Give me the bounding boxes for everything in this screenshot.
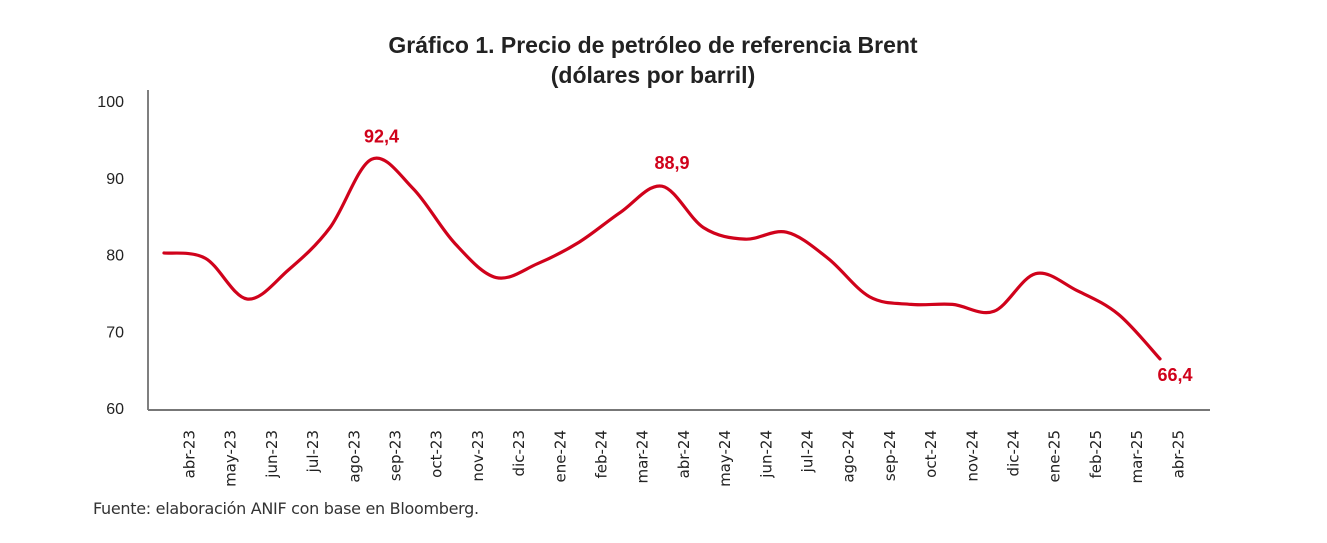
x-tick-label: may-23 [222,430,240,487]
y-tick-label: 90 [106,171,124,188]
x-tick-label: nov-24 [963,430,981,482]
series-line-brent [162,156,1162,361]
x-tick-label: sep-23 [387,430,405,481]
x-tick-label: ago-23 [345,430,363,483]
data-label: 92,4 [364,126,399,146]
x-tick-label: may-24 [716,430,734,487]
x-tick-label: dic-24 [1005,430,1023,476]
x-tick-label: jun-24 [757,430,775,479]
x-tick-label: abr-23 [181,430,199,478]
x-tick-label: abr-24 [675,430,693,478]
y-tick-label: 60 [106,401,124,418]
x-tick-label: feb-24 [593,430,611,479]
x-tick-label: oct-24 [922,430,940,478]
x-tick-label: ene-24 [551,430,569,482]
x-tick-label: abr-25 [1169,430,1187,478]
data-label: 88,9 [654,153,689,173]
chart-title: Gráfico 1. Precio de petróleo de referen… [388,32,918,58]
data-label: 66,4 [1157,365,1192,385]
source-note: Fuente: elaboración ANIF con base en Blo… [93,499,479,518]
x-tick-label: ago-24 [840,430,858,483]
x-tick-label: feb-25 [1087,430,1105,479]
x-tick-label: jul-24 [799,430,817,473]
x-tick-label: dic-23 [510,430,528,476]
x-tick-label: oct-23 [428,430,446,478]
y-tick-label: 100 [97,94,124,111]
x-tick-label: mar-25 [1128,430,1146,484]
x-tick-label: sep-24 [881,430,899,481]
y-tick-label: 70 [106,324,124,341]
x-tick-label: jun-23 [263,430,281,479]
x-tick-label: nov-23 [469,430,487,482]
x-tick-label: ene-25 [1046,430,1064,482]
x-tick-label: mar-24 [634,430,652,484]
chart-subtitle: (dólares por barril) [550,62,756,88]
x-tick-label: jul-23 [304,430,322,473]
y-tick-label: 80 [106,248,124,265]
